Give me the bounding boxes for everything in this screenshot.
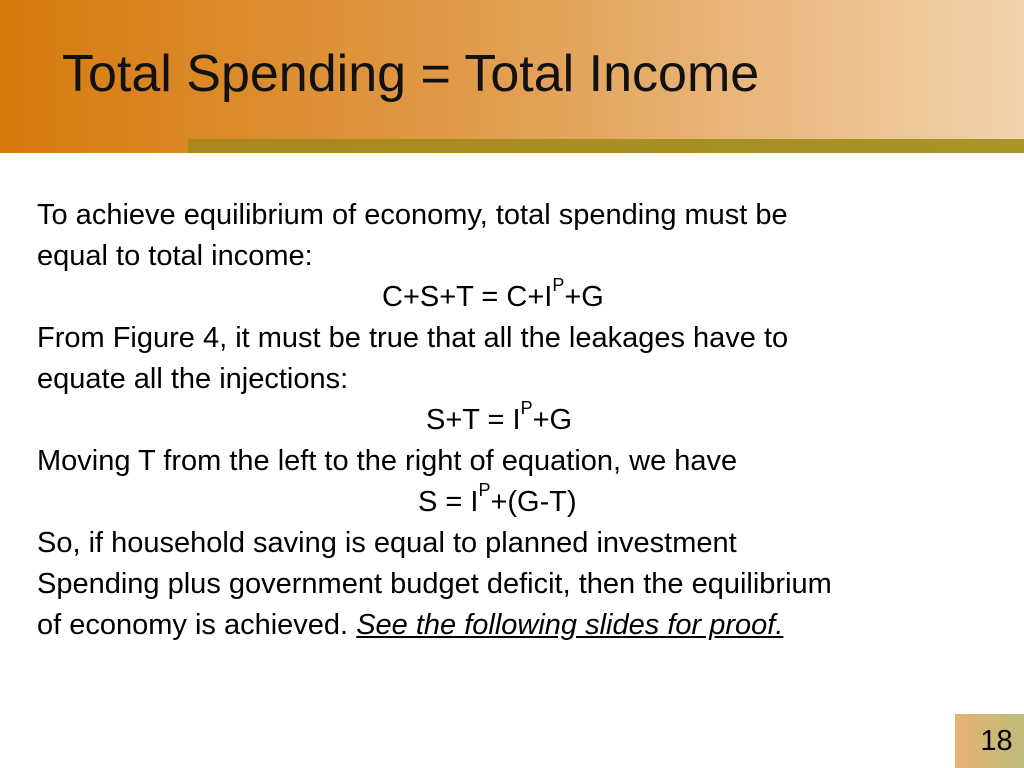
equation-3: S = IP+(G-T) [37,480,997,523]
eq-part: +G [564,281,604,313]
equation-1: C+S+T = C+IP+G [37,275,997,318]
eq-part: S = I [418,486,479,518]
eq-sup: P [520,398,533,418]
text-span: of economy is achieved. [37,609,349,641]
eq-sup: P [478,480,491,500]
text-line: Spending plus government budget deficit,… [37,568,832,600]
eq-part: +(G-T) [490,486,577,518]
text-line: To achieve equilibrium of economy, total… [37,199,788,231]
accent-bar [188,139,1024,153]
slide-title: Total Spending = Total Income [62,45,760,103]
text-line: of economy is achieved. See the followin… [37,605,997,646]
text-line: equal to total income: [37,240,313,272]
text-line: So, if household saving is equal to plan… [37,527,737,559]
text-line: Moving T from the left to the right of e… [37,445,738,477]
header-banner [0,0,1024,153]
equation-2: S+T = IP+G [37,398,997,441]
eq-part: +G [532,404,573,436]
page-number: 18 [955,714,1024,768]
eq-part: C+S+T = C+I [382,281,553,313]
eq-part: S+T = I [426,404,521,436]
proof-link[interactable]: See the following slides for proof. [356,609,784,641]
slide-body: To achieve equilibrium of economy, total… [37,195,997,646]
text-line: equate all the injections: [37,363,349,395]
text-line: From Figure 4, it must be true that all … [37,322,789,354]
eq-sup: P [552,275,565,295]
